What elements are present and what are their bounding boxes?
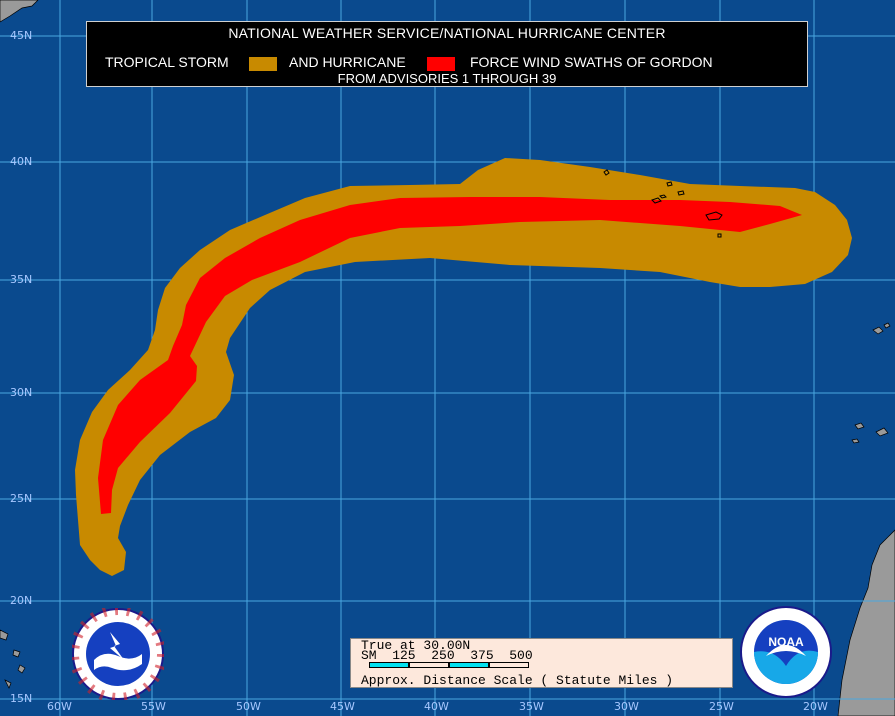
lon-label-50w: 50W	[236, 700, 261, 713]
hurricane-swath	[98, 197, 802, 514]
land-africa	[837, 529, 895, 716]
legend-swath-label: FORCE WIND SWATHS OF GORDON	[470, 54, 713, 70]
lon-label-20w: 20W	[803, 700, 828, 713]
azores-islands	[603, 169, 723, 238]
title-box: NATIONAL WEATHER SERVICE/NATIONAL HURRIC…	[86, 21, 808, 87]
lat-label-45n: 45N	[10, 29, 33, 42]
noaa-logo-text: NOAA	[768, 635, 804, 649]
scale-bar-segment-4	[489, 662, 529, 668]
lon-label-55w: 55W	[141, 700, 166, 713]
lon-label-30w: 30W	[614, 700, 639, 713]
scale-bar-segment-3	[449, 662, 489, 668]
lon-label-60w: 60W	[47, 700, 72, 713]
legend-row: TROPICAL STORM AND HURRICANE FORCE WIND …	[87, 54, 807, 72]
lon-label-25w: 25W	[709, 700, 734, 713]
land-lesser-antilles	[0, 629, 26, 689]
scale-caption: Approx. Distance Scale ( Statute Miles )	[361, 673, 674, 688]
noaa-logo: NOAA	[740, 606, 832, 698]
lon-label-45w: 45W	[330, 700, 355, 713]
scale-miles-ticks: SM 125 250 375 500	[361, 648, 533, 663]
lon-label-35w: 35W	[519, 700, 544, 713]
scale-bar-segment-1	[369, 662, 409, 668]
land-north-america	[0, 0, 39, 23]
legend-hurricane-swatch	[427, 57, 455, 71]
lat-label-15n: 15N	[10, 692, 33, 705]
land-madeira	[872, 322, 891, 335]
scale-bar-segment-2	[409, 662, 449, 668]
lat-label-40n: 40N	[10, 155, 33, 168]
title-line-1: NATIONAL WEATHER SERVICE/NATIONAL HURRIC…	[228, 25, 666, 41]
lat-label-30n: 30N	[10, 386, 33, 399]
legend-tropical-storm-swatch	[249, 57, 277, 71]
lat-label-35n: 35N	[10, 273, 33, 286]
lat-label-20n: 20N	[10, 594, 33, 607]
legend-hurricane-label: AND HURRICANE	[289, 54, 406, 70]
lat-label-25n: 25N	[10, 492, 33, 505]
legend-tropical-storm-label: TROPICAL STORM	[105, 54, 229, 70]
title-line-3: FROM ADVISORIES 1 THROUGH 39	[337, 71, 557, 86]
nws-logo	[72, 608, 164, 700]
land-canary-islands	[851, 422, 889, 444]
distance-scale: True at 30.00N SM 125 250 375 500 Approx…	[350, 638, 733, 688]
scale-true-at: True at 30.00N	[361, 638, 471, 653]
lon-label-40w: 40W	[424, 700, 449, 713]
